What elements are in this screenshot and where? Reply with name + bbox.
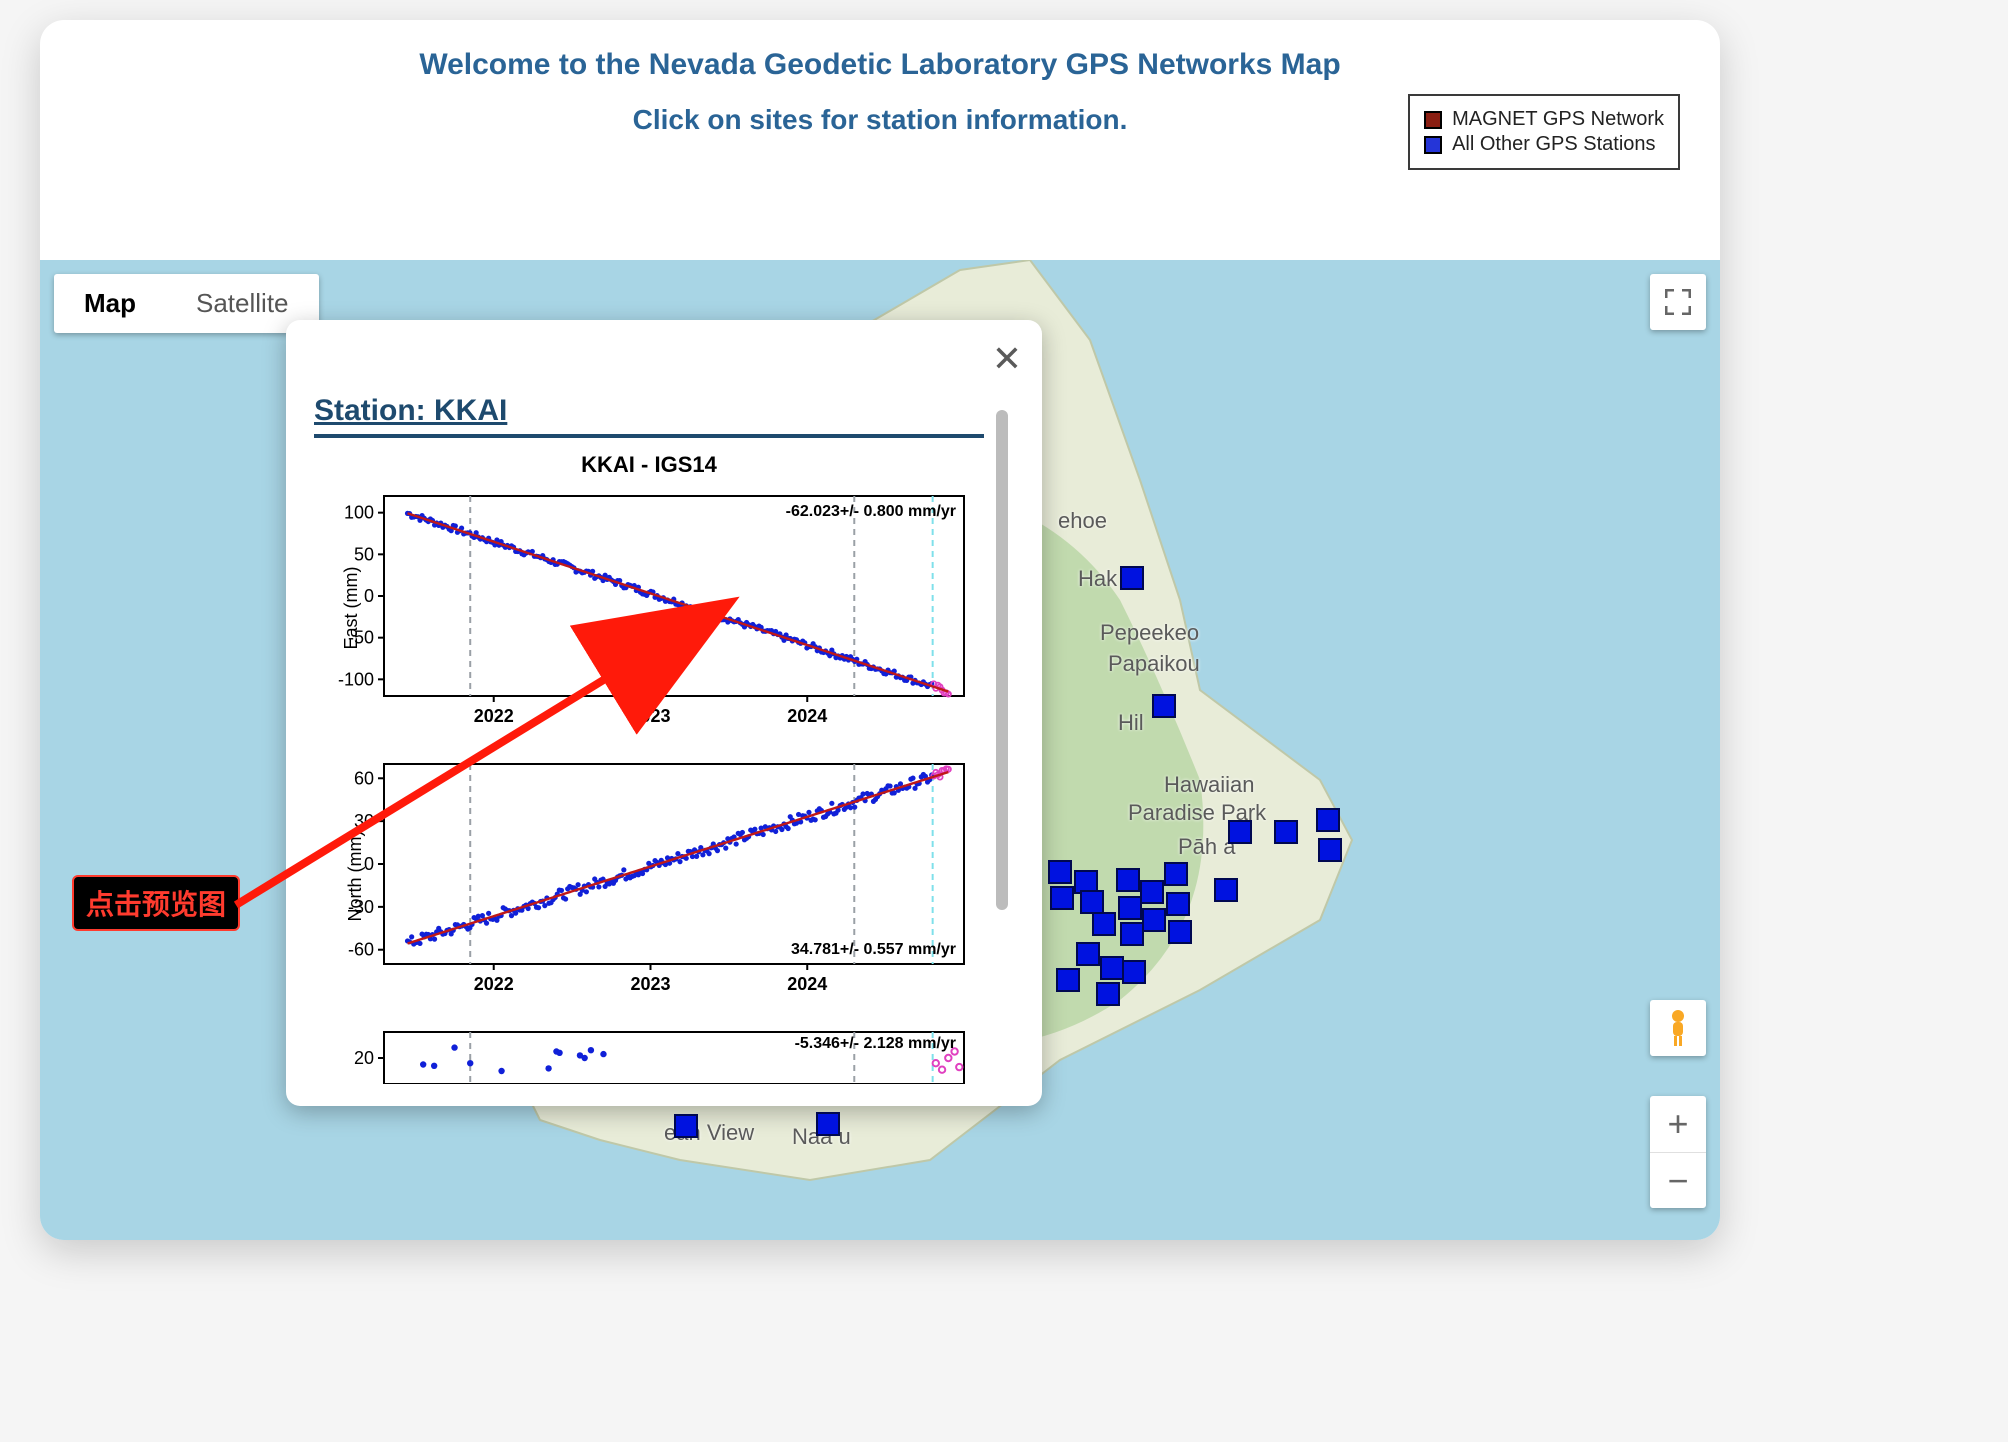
place-label: Papaikou xyxy=(1108,651,1200,677)
svg-text:2022: 2022 xyxy=(474,974,514,994)
page-title: Welcome to the Nevada Geodetic Laborator… xyxy=(80,48,1680,82)
place-label: Hil xyxy=(1118,710,1144,736)
gps-station-marker[interactable] xyxy=(816,1112,840,1136)
gps-station-marker[interactable] xyxy=(1096,982,1120,1006)
gps-station-marker[interactable] xyxy=(1092,912,1116,936)
zoom-in-button[interactable]: + xyxy=(1650,1096,1706,1152)
zoom-controls: + − xyxy=(1650,1096,1706,1208)
station-info-popup: ✕ Station: KKAI KKAI - IGS14 East (mm) -1… xyxy=(286,320,1042,1106)
chart-ylabel: North (mm) xyxy=(345,831,366,922)
title-rule xyxy=(314,434,984,438)
gps-station-marker[interactable] xyxy=(674,1114,698,1138)
chart-panel: 20 -5.346+/- 2.128 mm/yr xyxy=(314,1024,984,1084)
svg-text:-100: -100 xyxy=(338,669,374,689)
legend-label: All Other GPS Stations xyxy=(1452,133,1655,156)
gps-station-marker[interactable] xyxy=(1120,922,1144,946)
fullscreen-button[interactable] xyxy=(1650,274,1706,330)
gps-station-marker[interactable] xyxy=(1116,868,1140,892)
chart-ylabel: East (mm) xyxy=(341,567,362,650)
svg-text:100: 100 xyxy=(344,503,374,523)
svg-text:2023: 2023 xyxy=(630,974,670,994)
gps-station-marker[interactable] xyxy=(1140,880,1164,904)
map-legend: MAGNET GPS NetworkAll Other GPS Stations xyxy=(1408,94,1680,170)
place-label: ehoe xyxy=(1058,508,1107,534)
pegman-icon xyxy=(1663,1008,1693,1048)
chart-panel: North (mm)-60-300306020222023202434.781+… xyxy=(314,756,984,996)
gps-station-marker[interactable] xyxy=(1274,820,1298,844)
map-type-switcher: Map Satellite xyxy=(54,274,319,333)
gps-station-marker[interactable] xyxy=(1142,908,1166,932)
place-label: Pāh a xyxy=(1178,834,1236,860)
place-label: Pepeekeo xyxy=(1100,620,1199,646)
gps-station-marker[interactable] xyxy=(1122,960,1146,984)
fullscreen-icon xyxy=(1665,289,1691,315)
svg-text:2022: 2022 xyxy=(474,706,514,726)
place-label: Hawaiian xyxy=(1164,772,1255,798)
close-icon[interactable]: ✕ xyxy=(992,338,1022,380)
svg-text:0: 0 xyxy=(364,586,374,606)
svg-text:-62.023+/- 0.800 mm/yr: -62.023+/- 0.800 mm/yr xyxy=(786,503,956,520)
legend-swatch xyxy=(1424,111,1442,129)
map-canvas[interactable]: Map Satellite + − ✕ Station: KKA xyxy=(40,260,1720,1240)
gps-station-marker[interactable] xyxy=(1050,886,1074,910)
svg-text:60: 60 xyxy=(354,768,374,788)
gps-station-marker[interactable] xyxy=(1118,896,1142,920)
gps-station-marker[interactable] xyxy=(1048,860,1072,884)
svg-text:2024: 2024 xyxy=(787,974,827,994)
svg-text:-60: -60 xyxy=(348,940,374,960)
gps-station-marker[interactable] xyxy=(1056,968,1080,992)
svg-text:20: 20 xyxy=(354,1048,374,1068)
svg-text:50: 50 xyxy=(354,544,374,564)
zoom-out-button[interactable]: − xyxy=(1650,1152,1706,1208)
chart-panel: East (mm)-100-50050100202220232024-62.02… xyxy=(314,488,984,728)
svg-text:34.781+/- 0.557 mm/yr: 34.781+/- 0.557 mm/yr xyxy=(791,941,956,958)
svg-text:2024: 2024 xyxy=(787,706,827,726)
streetview-pegman[interactable] xyxy=(1650,1000,1706,1056)
gps-station-marker[interactable] xyxy=(1120,566,1144,590)
legend-item: MAGNET GPS Network xyxy=(1424,108,1664,131)
map-type-map[interactable]: Map xyxy=(54,274,166,333)
svg-text:2023: 2023 xyxy=(630,706,670,726)
popup-scrollbar[interactable] xyxy=(996,410,1008,910)
gps-station-marker[interactable] xyxy=(1166,892,1190,916)
annotation-label: 点击预览图 xyxy=(72,875,240,931)
gps-station-marker[interactable] xyxy=(1228,820,1252,844)
gps-station-marker[interactable] xyxy=(1168,920,1192,944)
svg-text:-5.346+/- 2.128 mm/yr: -5.346+/- 2.128 mm/yr xyxy=(795,1035,956,1052)
gps-station-marker[interactable] xyxy=(1164,862,1188,886)
legend-swatch xyxy=(1424,136,1442,154)
gps-station-marker[interactable] xyxy=(1076,942,1100,966)
app-card: Welcome to the Nevada Geodetic Laborator… xyxy=(40,20,1720,1240)
legend-label: MAGNET GPS Network xyxy=(1452,108,1664,131)
gps-station-marker[interactable] xyxy=(1100,956,1124,980)
gps-station-marker[interactable] xyxy=(1080,890,1104,914)
timeseries-charts[interactable]: East (mm)-100-50050100202220232024-62.02… xyxy=(314,488,984,1084)
station-title[interactable]: Station: KKAI xyxy=(314,394,984,428)
svg-text:30: 30 xyxy=(354,811,374,831)
legend-item: All Other GPS Stations xyxy=(1424,133,1664,156)
gps-station-marker[interactable] xyxy=(1318,838,1342,862)
gps-station-marker[interactable] xyxy=(1214,878,1238,902)
popup-content: Station: KKAI KKAI - IGS14 East (mm) -100… xyxy=(314,394,984,1086)
header: Welcome to the Nevada Geodetic Laborator… xyxy=(40,20,1720,156)
chart-main-title: KKAI - IGS14 xyxy=(314,452,984,478)
gps-station-marker[interactable] xyxy=(1152,694,1176,718)
gps-station-marker[interactable] xyxy=(1316,808,1340,832)
